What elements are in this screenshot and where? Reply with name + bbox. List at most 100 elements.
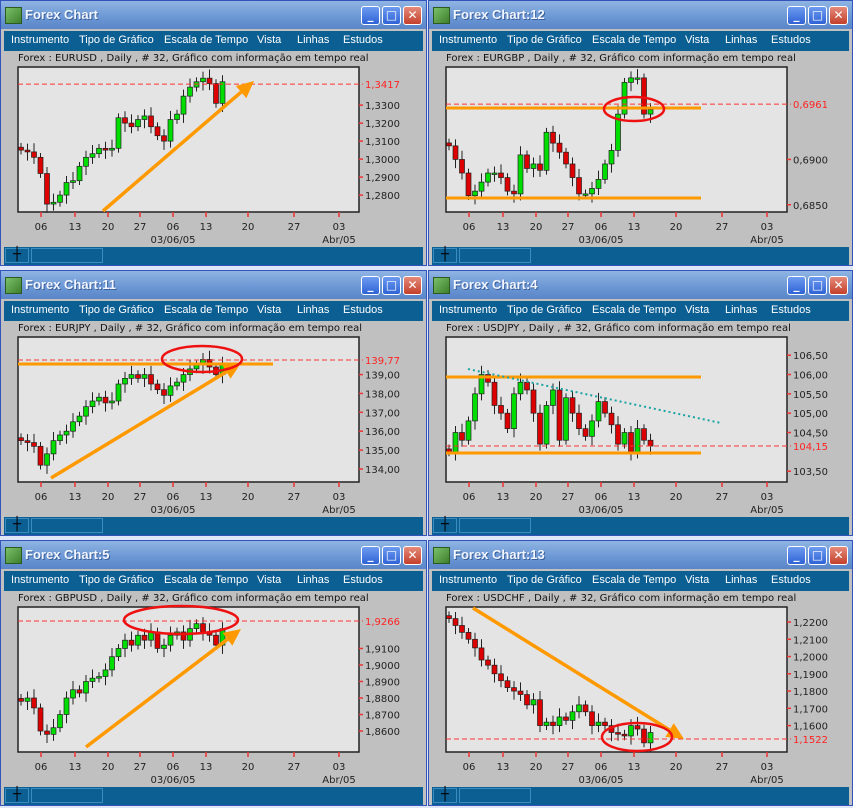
candlestick-chart[interactable]: 106,50 106,00 105,50 105,00 104,50 103,50 06 13… — [429, 271, 853, 517]
menu-vista[interactable]: Vista — [257, 304, 282, 316]
candle-body-down — [213, 634, 219, 646]
menu-instrumento[interactable]: Instrumento — [11, 34, 70, 46]
menu-estudos[interactable]: Estudos — [343, 574, 383, 586]
crosshair-icon[interactable]: ┼ — [433, 248, 457, 263]
maximize-button[interactable]: □ — [382, 546, 401, 565]
menu-vista[interactable]: Vista — [685, 34, 710, 46]
menu-tipo-de-grafico[interactable]: Tipo de Gráfico — [79, 34, 154, 46]
trend-arrow[interactable] — [84, 637, 229, 749]
close-button[interactable]: ✕ — [829, 276, 848, 295]
trend-arrow[interactable] — [50, 370, 228, 480]
menu-tipo-de-grafico[interactable]: Tipo de Gráfico — [507, 574, 582, 586]
menu-tipo-de-grafico[interactable]: Tipo de Gráfico — [79, 304, 154, 316]
menu-vista[interactable]: Vista — [685, 304, 710, 316]
candlestick-chart[interactable]: 0,6900 0,6850 06 13 20 27 06 13 20 27 03 03/06/05 Ab… — [429, 1, 853, 247]
menu-escala-de-tempo[interactable]: Escala de Tempo — [592, 574, 677, 586]
menu-estudos[interactable]: Estudos — [343, 304, 383, 316]
minimize-button[interactable]: _ — [361, 276, 380, 295]
highlight-circle[interactable] — [602, 95, 666, 123]
highlight-circle[interactable] — [600, 721, 674, 753]
candlestick-chart[interactable]: 1,2200 1,2100 1,2000 1,1900 1,1800 1,1700 1,16… — [429, 541, 853, 787]
candle-body-up — [478, 374, 485, 395]
close-button[interactable]: ✕ — [829, 546, 848, 565]
candlestick-chart[interactable]: 1,9100 1,9000 1,8900 1,8800 1,8700 1,8600 06 13… — [1, 541, 427, 787]
menu-estudos[interactable]: Estudos — [343, 34, 383, 46]
x-tick-label: 13 — [69, 222, 82, 233]
candle-body-up — [543, 721, 550, 726]
menu-instrumento[interactable]: Instrumento — [439, 574, 498, 586]
candle-body-down — [154, 126, 161, 137]
menu-vista[interactable]: Vista — [685, 574, 710, 586]
plot-area[interactable] — [445, 606, 788, 753]
minimize-button[interactable]: _ — [787, 276, 806, 295]
menu-instrumento[interactable]: Instrumento — [439, 304, 498, 316]
candle-body-down — [200, 623, 206, 633]
minimize-button[interactable]: _ — [361, 6, 380, 25]
menu-vista[interactable]: Vista — [257, 34, 282, 46]
status-field — [459, 248, 531, 263]
close-button[interactable]: ✕ — [403, 6, 422, 25]
candlestick-chart[interactable]: 1,3300 1,3200 1,3100 1,3000 1,2900 1,2800 06 13… — [1, 1, 427, 247]
highlight-circle[interactable] — [122, 604, 240, 636]
crosshair-icon[interactable]: ┼ — [433, 788, 457, 803]
menu-escala-de-tempo[interactable]: Escala de Tempo — [164, 574, 249, 586]
menu-instrumento[interactable]: Instrumento — [11, 304, 70, 316]
menu-vista[interactable]: Vista — [257, 574, 282, 586]
crosshair-icon[interactable]: ┼ — [433, 518, 457, 533]
menu-estudos[interactable]: Estudos — [771, 304, 811, 316]
minimize-button[interactable]: _ — [787, 6, 806, 25]
menu-escala-de-tempo[interactable]: Escala de Tempo — [164, 34, 249, 46]
trend-line-dotted[interactable] — [467, 368, 722, 424]
title-bar[interactable]: Forex Chart:5 _ □ ✕ — [1, 541, 426, 569]
candle-body-up — [70, 180, 76, 183]
maximize-button[interactable]: □ — [808, 6, 827, 25]
candle-body-up — [109, 400, 115, 404]
title-bar[interactable]: Forex Chart:12 _ □ ✕ — [429, 1, 852, 29]
menu-linhas[interactable]: Linhas — [725, 304, 758, 316]
crosshair-icon[interactable]: ┼ — [5, 518, 29, 533]
title-bar[interactable]: Forex Chart:11 _ □ ✕ — [1, 271, 426, 299]
candle — [174, 109, 180, 124]
menu-escala-de-tempo[interactable]: Escala de Tempo — [592, 304, 677, 316]
menu-linhas[interactable]: Linhas — [725, 574, 758, 586]
maximize-button[interactable]: □ — [808, 546, 827, 565]
crosshair-icon[interactable]: ┼ — [5, 248, 29, 263]
minimize-button[interactable]: _ — [787, 546, 806, 565]
crosshair-icon[interactable]: ┼ — [5, 788, 29, 803]
candle — [83, 400, 89, 425]
menu-estudos[interactable]: Estudos — [771, 574, 811, 586]
plot-area[interactable] — [17, 336, 360, 483]
close-button[interactable]: ✕ — [403, 546, 422, 565]
menu-linhas[interactable]: Linhas — [297, 34, 330, 46]
maximize-button[interactable]: □ — [382, 276, 401, 295]
menu-tipo-de-grafico[interactable]: Tipo de Gráfico — [79, 574, 154, 586]
minimize-button[interactable]: _ — [361, 546, 380, 565]
title-bar[interactable]: Forex Chart:4 _ □ ✕ — [429, 271, 852, 299]
maximize-button[interactable]: □ — [382, 6, 401, 25]
title-bar[interactable]: Forex Chart _ □ ✕ — [1, 1, 426, 29]
menu-tipo-de-grafico[interactable]: Tipo de Gráfico — [507, 304, 582, 316]
candle — [478, 365, 485, 401]
candle-body-down — [148, 374, 154, 385]
title-bar[interactable]: Forex Chart:13 _ □ ✕ — [429, 541, 852, 569]
menu-estudos[interactable]: Estudos — [771, 34, 811, 46]
plot-area[interactable] — [445, 336, 788, 483]
menu-linhas[interactable]: Linhas — [725, 34, 758, 46]
maximize-button[interactable]: □ — [808, 276, 827, 295]
candlestick-chart[interactable]: 139,00 138,00 137,00 136,00 135,00 134,00 06 13… — [1, 271, 427, 517]
menu-tipo-de-grafico[interactable]: Tipo de Gráfico — [507, 34, 582, 46]
trend-arrow[interactable] — [472, 606, 671, 732]
menu-escala-de-tempo[interactable]: Escala de Tempo — [592, 34, 677, 46]
candle-body-up — [76, 415, 83, 423]
menu-linhas[interactable]: Linhas — [297, 304, 330, 316]
menu-instrumento[interactable]: Instrumento — [11, 574, 70, 586]
close-button[interactable]: ✕ — [403, 276, 422, 295]
menu-instrumento[interactable]: Instrumento — [439, 34, 498, 46]
menu-escala-de-tempo[interactable]: Escala de Tempo — [164, 304, 249, 316]
x-tick-label: 03 — [761, 762, 774, 773]
candle-body-up — [57, 194, 63, 203]
menu-linhas[interactable]: Linhas — [297, 574, 330, 586]
close-button[interactable]: ✕ — [829, 6, 848, 25]
highlight-circle[interactable] — [160, 344, 244, 374]
trend-arrow[interactable] — [101, 90, 243, 213]
